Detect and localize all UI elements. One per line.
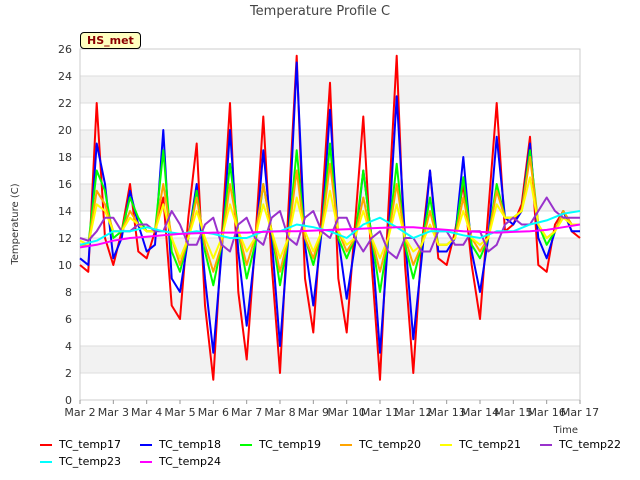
legend-item-tc_temp18: TC_temp18 [140,438,240,451]
series-line-tc_temp19 [80,142,580,293]
legend-label: TC_temp17 [59,438,122,451]
legend-swatch [140,460,152,463]
y-tick-label: 2 [65,367,72,380]
legend-label: TC_temp20 [359,438,422,451]
legend-label: TC_temp23 [59,455,122,468]
x-tick-label: Mar 12 [394,406,432,419]
x-tick-label: Mar 11 [361,406,399,419]
legend-item-tc_temp24: TC_temp24 [140,455,240,468]
station-badge: HS_met [80,32,141,49]
legend-label: TC_temp18 [159,438,222,451]
legend-swatch [40,443,52,446]
legend-item-tc_temp23: TC_temp23 [40,455,140,468]
legend-item-tc_temp19: TC_temp19 [240,438,340,451]
y-tick-label: 22 [58,97,72,110]
legend-item-tc_temp20: TC_temp20 [340,438,440,451]
legend-swatch [40,460,52,463]
legend-swatch [340,443,352,446]
x-tick-label: Mar 10 [328,406,366,419]
y-tick-label: 0 [65,394,72,407]
series-lines [79,54,581,381]
legend-item-tc_temp17: TC_temp17 [40,438,140,451]
x-tick-label: Mar 5 [164,406,195,419]
x-tick-label: Mar 4 [131,406,162,419]
series-line-tc_temp23 [79,210,581,246]
y-tick-label: 20 [58,124,72,137]
legend-label: TC_temp22 [559,438,622,451]
y-tick-label: 14 [58,205,72,218]
legend-row: TC_temp23 TC_temp24 [40,453,640,470]
y-tick-label: 10 [58,259,72,272]
x-tick-label: Mar 3 [98,406,129,419]
legend-row: TC_temp17 TC_temp18 TC_temp19 TC_temp20 TC_t… [40,436,640,453]
series-line-tc_temp17 [79,54,581,381]
series-line-tc_temp24 [79,223,581,249]
series-line-tc_temp21 [79,176,580,260]
y-tick-label: 12 [58,232,72,245]
grid-band [80,292,580,319]
legend-label: TC_temp19 [259,438,322,451]
legend-swatch [240,443,252,446]
grid-band [80,346,580,373]
x-tick-label: Mar 17 [561,406,599,419]
grid-band [80,184,580,211]
y-tick-label: 6 [65,313,72,326]
legend-item-tc_temp22: TC_temp22 [540,438,640,451]
x-tick-label: Mar 2 [64,406,95,419]
y-axis-label: Temperature (C) [10,183,21,265]
y-tick-label: 24 [58,70,72,83]
y-tick-label: 8 [65,286,72,299]
legend-label: TC_temp24 [159,455,222,468]
legend: TC_temp17 TC_temp18 TC_temp19 TC_temp20 TC_t… [40,436,640,470]
x-tick-label: Mar 8 [264,406,295,419]
x-tick-label: Mar 16 [528,406,566,419]
x-tick-label: Mar 13 [428,406,466,419]
legend-item-tc_temp21: TC_temp21 [440,438,540,451]
series-line-tc_temp18 [79,61,580,354]
x-tick-label: Mar 14 [461,406,499,419]
x-tick-label: Mar 6 [198,406,229,419]
x-tick-label: Mar 7 [231,406,262,419]
x-tick-label: Mar 15 [494,406,532,419]
series-line-tc_temp20 [80,156,580,273]
x-axis-label: Time [553,425,578,436]
legend-swatch [440,443,452,446]
y-tick-label: 16 [58,178,72,191]
legend-label: TC_temp21 [459,438,522,451]
x-tick-label: Mar 9 [298,406,329,419]
legend-swatch [540,443,552,446]
chart-title: Temperature Profile C [249,4,390,19]
x-tick-labels: Mar 2 Mar 3 Mar 4 Mar 5 Mar 6 Mar 7 Mar 8 Mar 9… [64,400,599,419]
y-tick-label: 26 [58,43,72,56]
y-tick-label: 4 [65,340,72,353]
legend-swatch [140,443,152,446]
y-tick-label: 18 [58,151,72,164]
